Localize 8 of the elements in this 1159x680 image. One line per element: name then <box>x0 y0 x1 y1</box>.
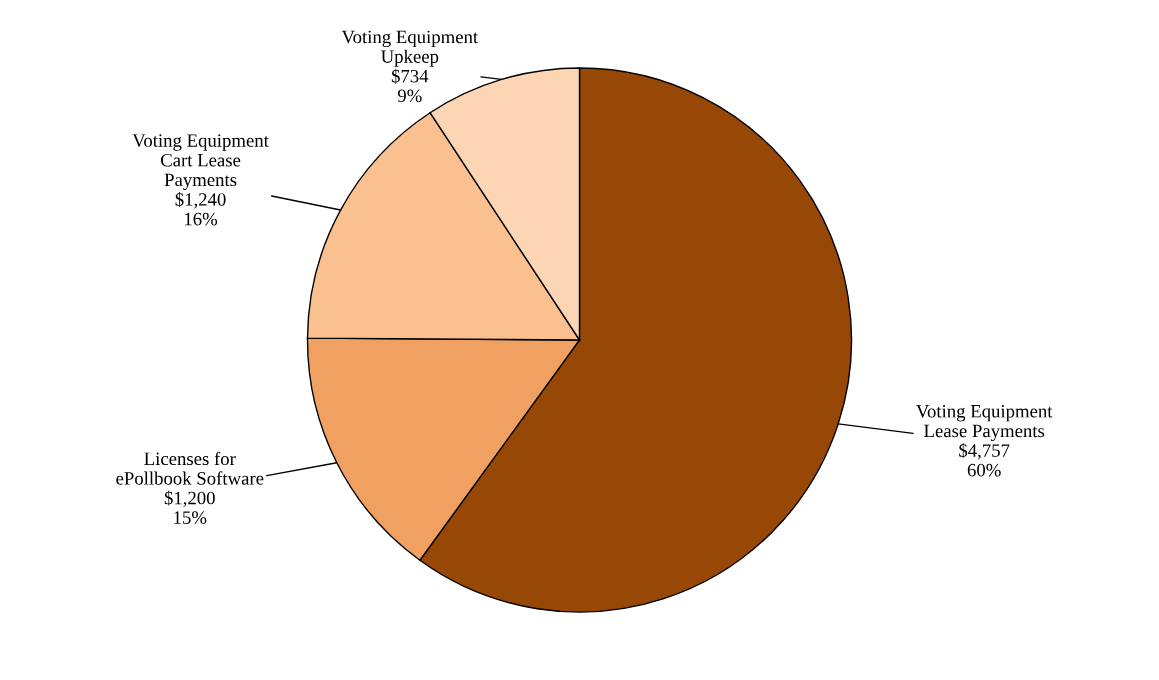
slice-label: Voting Equipment Lease Payments <box>916 404 1053 442</box>
data-label: $734 9% <box>391 68 429 103</box>
data-label: $1,200 15% <box>164 490 215 524</box>
data-label: $4,757 60% <box>959 443 1010 477</box>
slice-label: Licenses for ePollbook Software <box>116 451 264 485</box>
slice-label: Voting Equipment Cart Lease Payments <box>132 134 269 190</box>
slice-label: Voting Equipment Upkeep <box>341 30 479 67</box>
data-label: $1,240 16% <box>175 192 226 226</box>
